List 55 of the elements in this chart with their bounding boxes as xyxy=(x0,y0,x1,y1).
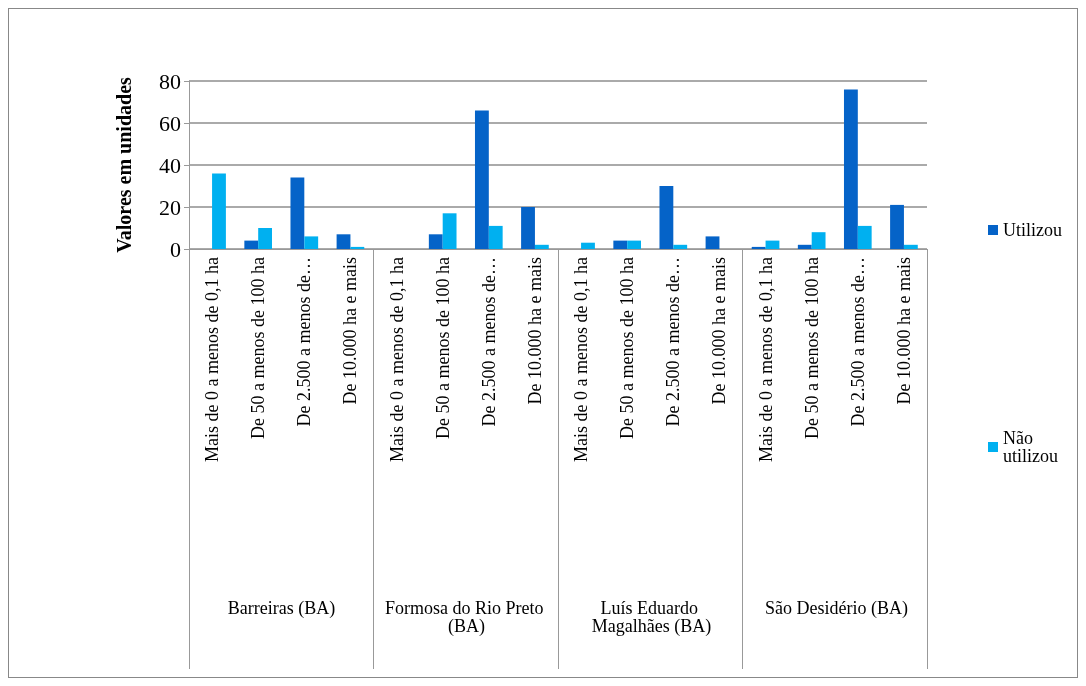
bar xyxy=(857,225,872,249)
bar xyxy=(350,246,365,249)
x-tick-label: De 50 a menos de 100 ha xyxy=(617,256,638,439)
bar xyxy=(890,204,904,249)
text: São Desidério (BA) xyxy=(765,598,908,619)
x-tick-label: De 10.000 ha e mais xyxy=(524,257,545,405)
bar xyxy=(613,240,628,249)
y-tick-label: 0 xyxy=(170,236,181,262)
x-tick-label: Mais de 0 a menos de 0,1 ha xyxy=(571,256,592,462)
bar xyxy=(488,225,503,249)
text: Barreiras (BA) xyxy=(227,598,336,619)
bar xyxy=(290,177,305,249)
x-tick-label: De 50 a menos de 100 ha xyxy=(248,256,269,439)
bar xyxy=(627,240,642,249)
bar xyxy=(659,186,674,249)
bar xyxy=(258,228,273,249)
x-tick-label: Mais de 0 a menos de 0,1 ha xyxy=(202,256,223,462)
x-tick-label: Mais de 0 a menos de 0,1 ha xyxy=(755,256,776,462)
text: Luís Eduardo Magalhães (BA) xyxy=(591,598,712,637)
bar xyxy=(212,173,226,249)
y-axis-title: Valores em unidades xyxy=(113,76,135,253)
y-tick-label: 20 xyxy=(159,194,181,220)
x-tick-label: De 2.500 a menos de… xyxy=(478,257,499,427)
bar xyxy=(534,244,549,249)
x-tick-label: De 2.500 a menos de… xyxy=(663,257,684,427)
y-tick-label: 80 xyxy=(159,68,181,94)
x-tick-label: De 10.000 ha e mais xyxy=(340,257,361,405)
legend-label: Utilizou xyxy=(1003,220,1063,240)
bar xyxy=(673,244,688,249)
x-tick-label: De 50 a menos de 100 ha xyxy=(432,256,453,439)
bar xyxy=(581,242,595,249)
bar xyxy=(442,213,457,249)
bar xyxy=(705,236,720,249)
bar xyxy=(751,246,766,249)
x-tick-label: De 10.000 ha e mais xyxy=(709,257,730,405)
y-tick-label: 40 xyxy=(159,152,181,178)
bar xyxy=(428,234,443,249)
bar xyxy=(811,232,826,249)
x-tick-label: De 2.500 a menos de… xyxy=(294,257,315,427)
x-tick-label: De 50 a menos de 100 ha xyxy=(801,256,822,439)
bar xyxy=(843,89,858,249)
bar xyxy=(797,244,812,249)
x-tick-label: De 2.500 a menos de… xyxy=(847,257,868,427)
bar xyxy=(304,236,319,249)
bar xyxy=(474,110,489,249)
x-tick-label: De 10.000 ha e mais xyxy=(893,257,914,405)
y-tick-label: 60 xyxy=(159,110,181,136)
text: Formosa do Rio Preto (BA) xyxy=(384,598,549,637)
bar xyxy=(336,234,351,249)
legend-label: Não utilizou xyxy=(1003,428,1059,466)
bar xyxy=(244,240,259,249)
bar xyxy=(765,240,780,249)
x-tick-label: Mais de 0 a menos de 0,1 ha xyxy=(386,256,407,462)
bar xyxy=(903,244,918,249)
bar xyxy=(521,207,535,249)
